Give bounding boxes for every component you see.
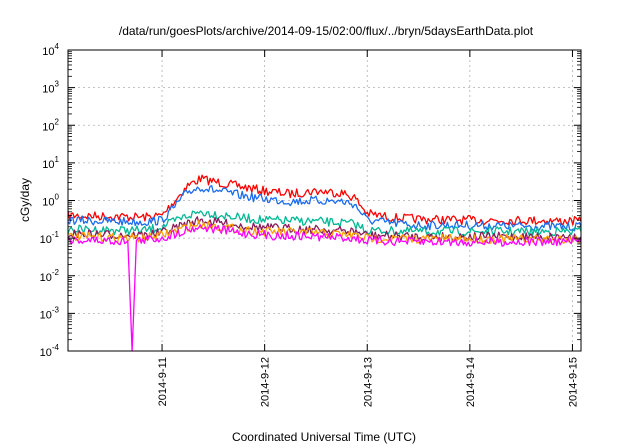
x-axis-ticks: 2014-9-11 2014-9-12 2014-9-13 2014-9-14 2014…	[157, 50, 579, 407]
y-tick-label: 10-1	[40, 230, 60, 246]
series-line	[67, 219, 582, 245]
x-tick-label: 2014-9-15	[567, 357, 579, 407]
x-tick-label: 2014-9-11	[157, 357, 169, 406]
chart-title: /data/run/goesPlots/archive/2014-09-15/0…	[119, 24, 534, 38]
y-tick-label: 10-4	[40, 343, 60, 359]
series-line	[67, 216, 582, 242]
y-tick-label: 102	[42, 117, 59, 133]
y-axis-ticks: 10-4 10-3 10-2 10-1 100 101 102 103 104	[40, 42, 581, 359]
y-tick-label: 103	[42, 80, 59, 96]
x-tick-label: 2014-9-14	[465, 357, 477, 407]
y-tick-label: 10-3	[40, 305, 60, 321]
series-layer	[67, 174, 582, 352]
y-tick-label: 10-2	[40, 268, 60, 284]
y-tick-label: 101	[42, 155, 59, 171]
y-tick-label: 104	[42, 42, 59, 58]
series-line	[67, 223, 582, 352]
x-tick-label: 2014-9-12	[260, 357, 272, 407]
series-line	[67, 185, 582, 232]
x-tick-label: 2014-9-13	[362, 357, 374, 407]
y-tick-label: 100	[42, 193, 59, 209]
x-axis-label: Coordinated Universal Time (UTC)	[232, 430, 416, 444]
grid	[68, 50, 581, 351]
series-line	[67, 174, 582, 226]
series-line	[67, 210, 582, 237]
y-axis-label: cGy/day	[18, 178, 32, 222]
